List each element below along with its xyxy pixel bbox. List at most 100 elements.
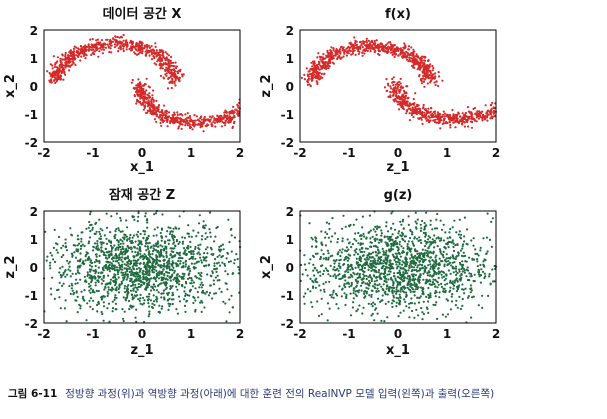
scatter-point [148,313,151,316]
scatter-point [120,271,123,274]
scatter-point [201,301,204,304]
scatter-point [96,242,99,245]
scatter-point [146,218,149,221]
scatter-point [237,106,240,109]
scatter-point [166,120,169,123]
scatter-point [470,239,473,242]
scatter-point [194,247,197,251]
scatter-point [417,301,421,304]
scatter-point [384,275,387,278]
scatter-point [356,48,359,51]
scatter-point [75,46,78,49]
scatter-point [407,96,410,99]
scatter-point [61,265,64,268]
scatter-point [46,255,49,258]
scatter-point [162,114,165,117]
scatter-point [130,45,133,49]
scatter-point [118,229,121,232]
scatter-point [125,267,128,270]
scatter-point [200,118,203,121]
scatter-point [132,289,135,292]
scatter-point [143,105,146,108]
scatter-point [433,77,436,80]
scatter-point [183,286,186,289]
scatter-point [423,78,426,81]
scatter-point [55,66,59,69]
scatter-point [215,267,218,270]
scatter-point [132,255,135,258]
scatter-point [213,262,216,265]
scatter-point [429,267,432,271]
scatter-point [338,277,341,280]
scatter-point [355,248,358,251]
scatter-point [347,52,350,55]
scatter-point [141,84,144,87]
scatter-point [422,103,425,107]
scatter-point [137,230,140,233]
scatter-point [97,266,100,269]
scatter-point [435,218,438,221]
scatter-point [317,271,320,274]
scatter-point [182,119,185,122]
scatter-point [383,86,387,89]
scatter-point [190,277,193,280]
scatter-point [310,245,314,248]
scatter-point [218,279,221,282]
scatter-point [138,89,141,93]
scatter-point [93,261,96,264]
scatter-point [206,252,209,255]
scatter-point [56,56,60,59]
scatter-point [123,263,126,266]
scatter-point [164,62,167,65]
scatter-point [141,90,144,93]
scatter-point [121,256,124,259]
scatter-point [402,309,405,312]
scatter-point [51,73,54,77]
scatter-point [109,267,112,270]
scatter-point [169,303,172,306]
scatter-point [69,292,72,295]
scatter-point [320,67,323,70]
scatter-point [181,276,184,279]
scatter-point [385,225,388,228]
scatter-point [198,214,201,217]
scatter-point [53,297,57,300]
scatter-point [151,264,154,267]
scatter-point [58,64,62,67]
scatter-point [366,49,369,53]
scatter-point [121,245,124,248]
scatter-point [216,274,219,277]
scatter-point [382,253,385,256]
scatter-point [192,229,195,232]
scatter-point [440,239,443,242]
scatter-point [310,72,313,75]
scatter-point [365,37,368,40]
scatter-point [399,77,402,80]
scatter-point [213,121,216,124]
scatter-point [151,302,154,305]
scatter-point [67,268,70,271]
scatter-point [329,53,332,57]
scatter-point [52,246,56,249]
scatter-point [106,43,109,46]
scatter-point [87,226,90,229]
scatter-point [430,79,433,82]
scatter-point [200,310,203,313]
scatter-point [456,306,459,309]
scatter-point [123,310,126,313]
scatter-point [103,234,106,237]
scatter-point [487,294,490,297]
scatter-point [59,78,63,81]
scatter-point [138,249,141,252]
scatter-point [62,64,65,67]
scatter-point [148,305,151,308]
scatter-point [184,249,187,252]
scatter-point [117,227,120,230]
scatter-point [383,45,386,48]
scatter-point [49,81,52,84]
scatter-point [85,319,88,322]
scatter-point [145,43,148,46]
scatter-point [199,117,202,120]
scatter-point [157,264,160,267]
subplot-f-x: f(x) 2 1 0 -1 -2 -2 -1 0 1 2 z_1 z_2 [259,7,500,175]
